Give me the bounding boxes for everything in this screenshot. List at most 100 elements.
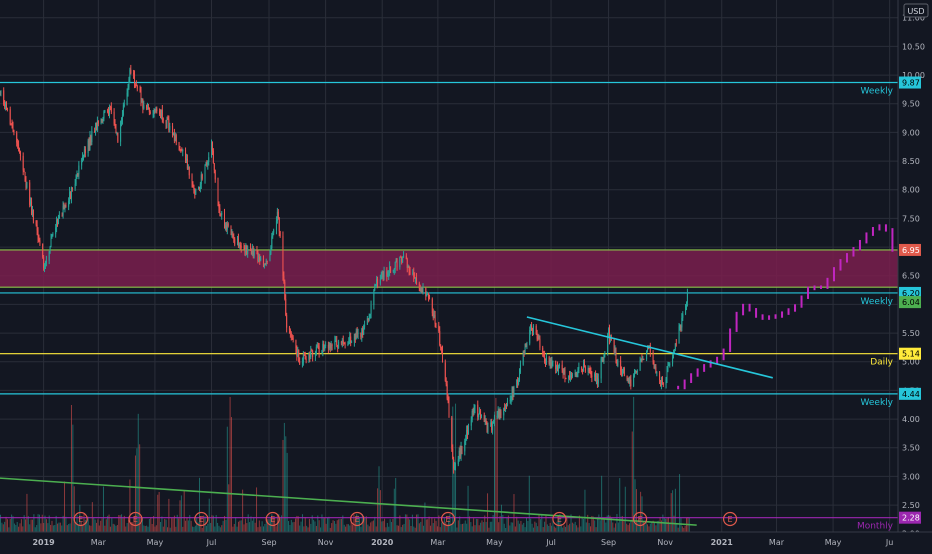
candle-body	[374, 285, 376, 290]
volume-bar	[30, 519, 32, 532]
volume-bar	[141, 517, 143, 532]
volume-bar	[51, 520, 53, 532]
volume-bar	[423, 525, 425, 532]
volume-bar	[221, 525, 223, 532]
volume-bar	[111, 517, 113, 532]
candle-body	[13, 129, 15, 133]
volume-trendline[interactable]	[0, 477, 697, 526]
volume-bar	[477, 519, 479, 532]
volume-bar	[452, 406, 454, 532]
volume-bar	[320, 527, 322, 532]
candle-body	[263, 263, 265, 267]
volume-bar	[178, 518, 180, 532]
candle-body	[583, 363, 585, 368]
volume-bar	[667, 516, 669, 532]
candle-body	[250, 250, 252, 255]
earnings-icon[interactable]	[73, 511, 88, 527]
candle-body	[678, 326, 680, 344]
candle-body	[121, 115, 123, 121]
volume-bar	[610, 517, 612, 532]
time-tick-label: May	[147, 538, 164, 547]
volume-bar	[125, 526, 127, 532]
earnings-icon[interactable]	[350, 511, 365, 527]
volume-bar	[183, 490, 185, 532]
price-level-badge	[899, 347, 921, 360]
candle-body	[388, 273, 390, 276]
candle-body	[324, 345, 326, 350]
candle-body	[459, 450, 461, 456]
candle-body	[673, 349, 675, 352]
candle-body	[233, 237, 235, 239]
candle-body	[425, 288, 427, 297]
candle-body	[117, 132, 119, 142]
earnings-icon[interactable]	[722, 511, 738, 527]
volume-bar	[264, 524, 266, 532]
candle-body	[490, 422, 492, 427]
candle-body	[620, 360, 622, 372]
volume-bar	[261, 521, 263, 532]
volume-bar	[73, 486, 75, 532]
earnings-icon[interactable]	[440, 511, 456, 527]
volume-bar	[577, 527, 579, 532]
candle-body	[557, 364, 559, 372]
earnings-icon[interactable]	[194, 511, 209, 527]
candle-body	[219, 208, 221, 214]
volume-bar	[168, 498, 170, 532]
volume-bar	[210, 522, 212, 532]
candle-body	[227, 223, 229, 226]
candle-body	[290, 333, 292, 336]
candle-body	[237, 238, 239, 246]
candle-body	[484, 419, 486, 422]
volume-bar	[331, 523, 333, 532]
volume-bar	[573, 523, 575, 532]
earnings-icon[interactable]	[128, 511, 143, 527]
volume-bar	[55, 515, 57, 532]
candle-body	[458, 450, 460, 460]
volume-bar	[82, 525, 84, 532]
volume-bar	[146, 525, 148, 532]
candle-body	[537, 338, 539, 340]
volume-bar	[478, 525, 480, 532]
volume-bar	[631, 431, 633, 532]
volume-bar	[200, 517, 202, 532]
volume-bar	[507, 515, 509, 532]
candle-body	[84, 149, 86, 154]
candle-body	[662, 383, 664, 385]
volume-bar	[487, 493, 489, 532]
volume-bar	[1, 522, 3, 532]
volume-bar	[45, 519, 47, 532]
volume-bar	[98, 525, 100, 532]
candle-body	[408, 265, 410, 271]
candle-body	[348, 342, 350, 344]
volume-bar	[512, 522, 514, 532]
time-axis: 2019 Mar May Jul Sep Nov 2020 Mar May Jul Sep Nov 20…	[0, 531, 932, 550]
candle-body	[477, 404, 479, 418]
volume-bar	[658, 520, 660, 532]
volume-bar	[578, 515, 580, 532]
candle-body	[115, 124, 117, 134]
candle-body	[549, 359, 551, 364]
candle-body	[379, 279, 381, 284]
candle-body	[318, 346, 320, 353]
earnings-icon[interactable]	[265, 511, 280, 527]
volume-bar	[566, 517, 568, 532]
volume-bar	[384, 518, 386, 532]
volume-bar	[19, 523, 21, 532]
projection-bar	[826, 277, 829, 289]
price-tick-label: 11.00	[902, 14, 925, 23]
candle-body	[518, 380, 520, 384]
candle-body	[341, 340, 343, 344]
candle-body	[22, 155, 24, 171]
candle-body	[147, 107, 149, 109]
volume-bar	[197, 522, 199, 532]
earnings-icon[interactable]	[552, 511, 567, 527]
currency-box[interactable]	[903, 3, 929, 18]
price-level-badge-label: 4.44	[902, 390, 920, 399]
candle-body	[186, 158, 188, 169]
candle-body	[414, 277, 416, 279]
candle-body	[350, 336, 352, 343]
earnings-icon[interactable]	[633, 511, 648, 527]
descending-trendline[interactable]	[526, 316, 773, 379]
